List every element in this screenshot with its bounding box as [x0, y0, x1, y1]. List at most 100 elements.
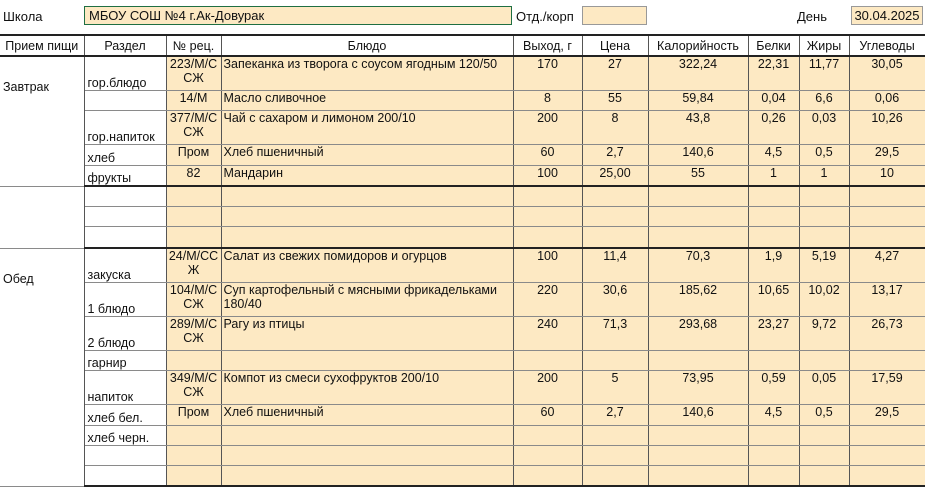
- price-cell[interactable]: 25,00: [582, 165, 649, 187]
- price-cell[interactable]: 8: [582, 110, 649, 145]
- section-cell[interactable]: гор.блюдо: [84, 56, 167, 91]
- kcal-cell[interactable]: 140,6: [648, 144, 749, 166]
- recipe-cell[interactable]: [166, 350, 222, 371]
- recipe-cell[interactable]: [166, 206, 222, 227]
- carbs-cell[interactable]: 0,06: [849, 90, 925, 111]
- dept-cell[interactable]: [582, 6, 647, 25]
- kcal-cell[interactable]: [648, 350, 749, 371]
- recipe-cell[interactable]: Пром: [166, 144, 222, 166]
- recipe-cell[interactable]: 82: [166, 165, 222, 187]
- protein-cell[interactable]: 10,65: [748, 282, 800, 317]
- carbs-cell[interactable]: 30,05: [849, 56, 925, 91]
- fat-cell[interactable]: 0,03: [799, 110, 850, 145]
- meal-cell[interactable]: Завтрак: [0, 56, 85, 187]
- kcal-cell[interactable]: 43,8: [648, 110, 749, 145]
- protein-cell[interactable]: 4,5: [748, 144, 800, 166]
- yield-cell[interactable]: 200: [513, 110, 583, 145]
- yield-cell[interactable]: [513, 226, 583, 249]
- price-cell[interactable]: 2,7: [582, 144, 649, 166]
- col-yield[interactable]: Выход, г: [513, 36, 583, 57]
- col-dish[interactable]: Блюдо: [221, 36, 514, 57]
- fat-cell[interactable]: 9,72: [799, 316, 850, 351]
- dish-cell[interactable]: Запеканка из творога с соусом ягодным 12…: [221, 56, 514, 91]
- recipe-cell[interactable]: [166, 226, 222, 249]
- protein-cell[interactable]: [748, 465, 800, 487]
- dish-cell[interactable]: Чай с сахаром и лимоном 200/10: [221, 110, 514, 145]
- yield-cell[interactable]: 8: [513, 90, 583, 111]
- section-cell[interactable]: [84, 445, 167, 466]
- recipe-cell[interactable]: 24/М/СС Ж: [166, 248, 222, 283]
- yield-cell[interactable]: [513, 350, 583, 371]
- recipe-cell[interactable]: [166, 425, 222, 446]
- price-cell[interactable]: [582, 445, 649, 466]
- carbs-cell[interactable]: [849, 465, 925, 487]
- yield-cell[interactable]: [513, 445, 583, 466]
- section-cell[interactable]: фрукты: [84, 165, 167, 187]
- recipe-cell[interactable]: 14/М: [166, 90, 222, 111]
- dish-cell[interactable]: Салат из свежих помидоров и огурцов: [221, 248, 514, 283]
- protein-cell[interactable]: 1,9: [748, 248, 800, 283]
- section-cell[interactable]: гор.напиток: [84, 110, 167, 145]
- section-cell[interactable]: гарнир: [84, 350, 167, 371]
- section-cell[interactable]: хлеб: [84, 144, 167, 166]
- dish-cell[interactable]: Компот из смеси сухофруктов 200/10: [221, 370, 514, 405]
- recipe-cell[interactable]: 377/М/С СЖ: [166, 110, 222, 145]
- section-cell[interactable]: [84, 90, 167, 111]
- kcal-cell[interactable]: 73,95: [648, 370, 749, 405]
- section-cell[interactable]: [84, 465, 167, 487]
- protein-cell[interactable]: 0,26: [748, 110, 800, 145]
- protein-cell[interactable]: [748, 206, 800, 227]
- section-cell[interactable]: [84, 226, 167, 249]
- kcal-cell[interactable]: [648, 465, 749, 487]
- fat-cell[interactable]: [799, 425, 850, 446]
- protein-cell[interactable]: 0,59: [748, 370, 800, 405]
- yield-cell[interactable]: 240: [513, 316, 583, 351]
- price-cell[interactable]: 5: [582, 370, 649, 405]
- fat-cell[interactable]: 0,5: [799, 144, 850, 166]
- fat-cell[interactable]: [799, 226, 850, 249]
- col-section[interactable]: Раздел: [84, 36, 167, 57]
- carbs-cell[interactable]: 17,59: [849, 370, 925, 405]
- yield-cell[interactable]: 200: [513, 370, 583, 405]
- protein-cell[interactable]: 1: [748, 165, 800, 187]
- dish-cell[interactable]: [221, 425, 514, 446]
- recipe-cell[interactable]: 349/М/С СЖ: [166, 370, 222, 405]
- carbs-cell[interactable]: 13,17: [849, 282, 925, 317]
- protein-cell[interactable]: 22,31: [748, 56, 800, 91]
- dish-cell[interactable]: Хлеб пшеничный: [221, 404, 514, 426]
- yield-cell[interactable]: 170: [513, 56, 583, 91]
- carbs-cell[interactable]: 10: [849, 165, 925, 187]
- yield-cell[interactable]: 60: [513, 404, 583, 426]
- price-cell[interactable]: 71,3: [582, 316, 649, 351]
- protein-cell[interactable]: [748, 186, 800, 207]
- col-fat[interactable]: Жиры: [799, 36, 850, 57]
- protein-cell[interactable]: 0,04: [748, 90, 800, 111]
- fat-cell[interactable]: 1: [799, 165, 850, 187]
- fat-cell[interactable]: [799, 465, 850, 487]
- price-cell[interactable]: [582, 226, 649, 249]
- price-cell[interactable]: 55: [582, 90, 649, 111]
- fat-cell[interactable]: 0,5: [799, 404, 850, 426]
- carbs-cell[interactable]: 29,5: [849, 144, 925, 166]
- carbs-cell[interactable]: 10,26: [849, 110, 925, 145]
- yield-cell[interactable]: [513, 206, 583, 227]
- kcal-cell[interactable]: [648, 186, 749, 207]
- price-cell[interactable]: [582, 465, 649, 487]
- col-price[interactable]: Цена: [582, 36, 649, 57]
- price-cell[interactable]: 27: [582, 56, 649, 91]
- fat-cell[interactable]: 11,77: [799, 56, 850, 91]
- protein-cell[interactable]: [748, 226, 800, 249]
- section-cell[interactable]: закуска: [84, 248, 167, 283]
- protein-cell[interactable]: [748, 445, 800, 466]
- date-cell[interactable]: 30.04.2025: [851, 6, 923, 25]
- dish-cell[interactable]: [221, 350, 514, 371]
- kcal-cell[interactable]: 55: [648, 165, 749, 187]
- dish-cell[interactable]: [221, 206, 514, 227]
- kcal-cell[interactable]: 140,6: [648, 404, 749, 426]
- fat-cell[interactable]: 0,05: [799, 370, 850, 405]
- kcal-cell[interactable]: 59,84: [648, 90, 749, 111]
- price-cell[interactable]: 2,7: [582, 404, 649, 426]
- recipe-cell[interactable]: [166, 186, 222, 207]
- section-cell[interactable]: 1 блюдо: [84, 282, 167, 317]
- carbs-cell[interactable]: [849, 445, 925, 466]
